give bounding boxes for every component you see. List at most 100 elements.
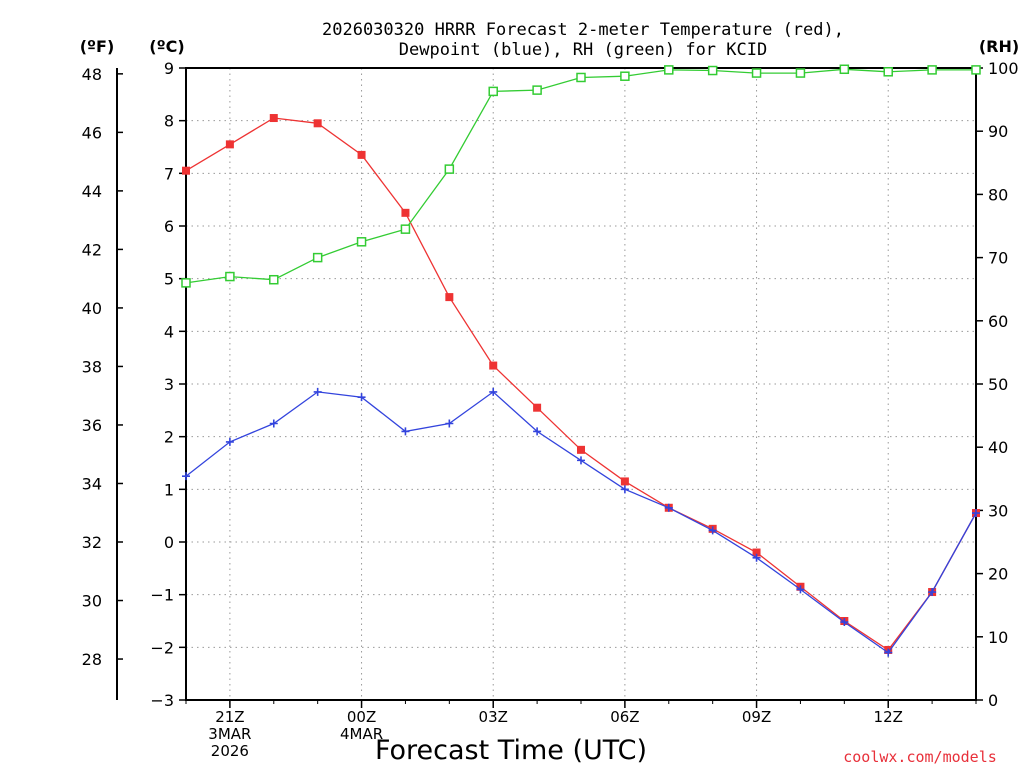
fahrenheit-tick-label: 38 xyxy=(82,357,102,376)
dewpoint-point xyxy=(401,427,410,436)
celsius-tick-label: −3 xyxy=(150,691,174,710)
celsius-tick-label: 2 xyxy=(164,428,174,447)
dewpoint-point xyxy=(182,472,190,481)
celsius-tick-label: 4 xyxy=(164,322,174,341)
temperature-point xyxy=(489,361,498,370)
rh-point xyxy=(664,65,674,75)
dewpoint-point xyxy=(708,526,717,535)
temperature-point xyxy=(269,114,278,123)
temperature-point xyxy=(533,403,542,412)
dewpoint-point xyxy=(577,456,585,465)
dewpoint-point xyxy=(884,648,893,657)
unit-celsius-label: (ºC) xyxy=(149,37,184,56)
dewpoint-point xyxy=(489,387,498,396)
dewpoint-point xyxy=(357,393,366,402)
x-tick-label: 3MAR xyxy=(208,725,251,743)
celsius-tick-label: 0 xyxy=(164,533,174,552)
temperature-point xyxy=(620,477,629,486)
celsius-tick-label: 6 xyxy=(164,217,174,236)
temperature-point xyxy=(225,140,234,149)
rh-tick-label: 10 xyxy=(988,628,1008,647)
rh-point xyxy=(225,271,235,282)
rh-tick-label: 40 xyxy=(988,438,1008,457)
celsius-tick-label: 1 xyxy=(164,480,174,499)
unit-fahrenheit-label: (ºF) xyxy=(80,37,115,56)
rh-tick-label: 0 xyxy=(988,691,998,710)
rh-point xyxy=(839,64,850,75)
rh-point xyxy=(181,278,191,288)
rh-point xyxy=(795,68,806,78)
dewpoint-point xyxy=(533,427,542,436)
celsius-tick-label: 3 xyxy=(164,375,174,394)
chart-title-line1: 2026030320 HRRR Forecast 2-meter Tempera… xyxy=(322,20,844,40)
chart-title-line2: Dewpoint (blue), RH (green) for KCID xyxy=(399,40,767,60)
rh-point xyxy=(971,65,981,75)
fahrenheit-tick-label: 44 xyxy=(82,182,102,201)
rh-point xyxy=(400,224,411,234)
rh-tick-label: 90 xyxy=(988,122,1008,141)
temperature-point xyxy=(357,150,366,159)
dewpoint-point xyxy=(928,588,937,597)
fahrenheit-tick-label: 28 xyxy=(82,650,102,669)
rh-tick-label: 100 xyxy=(988,59,1019,78)
celsius-tick-label: 8 xyxy=(164,112,174,131)
rh-tick-label: 50 xyxy=(988,375,1008,394)
fahrenheit-tick-label: 32 xyxy=(82,533,102,552)
rh-point xyxy=(269,274,279,285)
dewpoint-point xyxy=(752,553,761,562)
rh-point xyxy=(532,85,542,95)
rh-line xyxy=(185,68,976,284)
axes: 2830323436384042444648−3−2−1012345678901… xyxy=(82,59,1019,760)
rh-point xyxy=(707,65,718,76)
x-tick-label: 00Z xyxy=(347,708,376,726)
fahrenheit-tick-label: 42 xyxy=(82,240,102,259)
dewpoint-point xyxy=(796,585,805,594)
x-tick-label: 09Z xyxy=(742,708,771,726)
dewpoint-point xyxy=(972,509,980,518)
fahrenheit-tick-label: 48 xyxy=(82,65,102,84)
dewpoint-point xyxy=(269,419,278,428)
rh-point xyxy=(356,237,367,247)
rh-tick-label: 70 xyxy=(988,249,1008,268)
rh-point xyxy=(927,65,937,75)
dewpoint-line xyxy=(185,391,977,654)
credit-text: coolwx.com/models xyxy=(843,748,997,766)
rh-point xyxy=(576,72,586,83)
dewpoint-point xyxy=(840,618,849,627)
rh-point xyxy=(620,71,630,81)
rh-tick-label: 60 xyxy=(988,312,1008,331)
rh-tick-label: 20 xyxy=(988,565,1008,584)
fahrenheit-tick-label: 40 xyxy=(82,299,102,318)
series-layer xyxy=(181,64,981,657)
rh-point xyxy=(883,67,893,77)
grid xyxy=(186,68,976,700)
fahrenheit-tick-label: 46 xyxy=(82,123,102,142)
fahrenheit-tick-label: 34 xyxy=(82,474,102,493)
dewpoint-point xyxy=(445,419,454,428)
temperature-point xyxy=(577,445,585,454)
dewpoint-point xyxy=(313,387,322,396)
x-tick-label: 12Z xyxy=(874,708,903,726)
dewpoint-point xyxy=(225,437,234,446)
x-tick-label: 4MAR xyxy=(340,725,383,743)
celsius-tick-label: 9 xyxy=(164,59,174,78)
dewpoint-point xyxy=(620,485,629,494)
celsius-tick-label: 5 xyxy=(164,270,174,289)
rh-point xyxy=(312,252,323,263)
celsius-tick-label: −2 xyxy=(150,638,174,657)
fahrenheit-tick-label: 30 xyxy=(82,592,102,611)
rh-point xyxy=(444,164,455,174)
celsius-tick-label: 7 xyxy=(164,164,174,183)
rh-tick-label: 30 xyxy=(988,501,1008,520)
fahrenheit-tick-label: 36 xyxy=(82,416,102,435)
temperature-point xyxy=(752,548,761,557)
temperature-point xyxy=(445,293,454,302)
x-tick-label: 2026 xyxy=(211,742,249,760)
x-tick-label: 21Z xyxy=(215,708,244,726)
dewpoint-point xyxy=(664,503,673,512)
rh-point xyxy=(488,86,498,97)
temperature-point xyxy=(313,119,322,128)
rh-tick-label: 80 xyxy=(988,185,1008,204)
celsius-tick-label: −1 xyxy=(150,586,174,605)
